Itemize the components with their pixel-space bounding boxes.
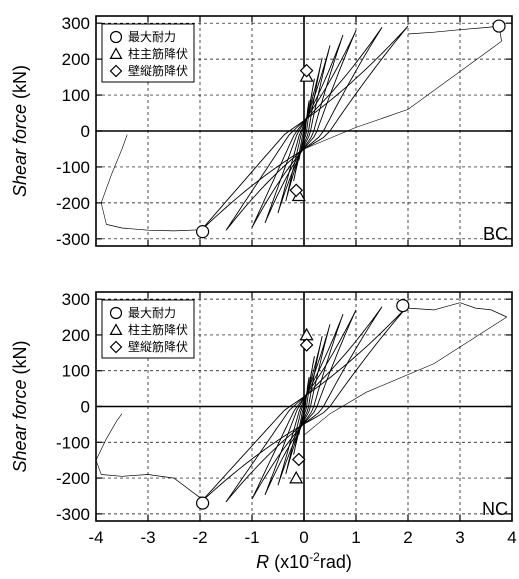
- max-strength-marker: [109, 306, 123, 320]
- column-rebar-yield-marker: [289, 470, 304, 484]
- wall-rebar-yield-marker: [291, 452, 306, 467]
- panel-label: NC: [482, 499, 508, 519]
- y-axis-label: Shear force (kN): [10, 340, 30, 472]
- y-tick-label: 300: [62, 290, 90, 309]
- legend-label-column-rebar-yield: 柱主筋降伏: [128, 46, 188, 61]
- legend-label-wall-rebar-yield: 壁縦筋降伏: [128, 339, 188, 354]
- wall-rebar-yield-marker: [299, 338, 314, 352]
- x-axis-label: R (x10-2rad): [256, 550, 352, 572]
- y-tick-label: 100: [62, 86, 90, 105]
- panel-label: BC: [483, 224, 508, 244]
- chart-panel-nc: 300 200 100 0 -100 -200 -300 -4 -3 -2 -1…: [10, 290, 517, 572]
- unloading-tail-positive: [303, 316, 507, 436]
- event-markers: [196, 298, 410, 510]
- x-tick-label: 1: [351, 528, 360, 547]
- wall-rebar-yield-marker: [109, 340, 123, 354]
- x-tick-labels: -4 -3 -2 -1 0 1 2 3 4: [88, 528, 516, 547]
- column-rebar-yield-marker: [109, 47, 123, 60]
- final-excursion-negative: [106, 224, 201, 232]
- x-tick-label: 2: [403, 528, 412, 547]
- legend: 最大耐力 柱主筋降伏 壁縦筋降伏: [101, 299, 195, 359]
- final-excursion-negative: [101, 474, 201, 498]
- axis-ticks: [95, 16, 513, 246]
- x-tick-label: 0: [299, 528, 308, 547]
- y-tick-label: -300: [56, 230, 90, 249]
- y-axis-label: Shear force (kN): [10, 65, 30, 197]
- y-tick-label: 100: [62, 362, 90, 381]
- unloading-tail-negative: [100, 134, 128, 225]
- y-tick-label: 200: [62, 326, 90, 345]
- wall-rebar-yield-marker: [299, 63, 314, 78]
- x-tick-label: 3: [455, 528, 464, 547]
- y-tick-label: -100: [56, 433, 90, 452]
- legend-label-column-rebar-yield: 柱主筋降伏: [128, 322, 188, 337]
- y-tick-label: 0: [81, 122, 90, 141]
- legend: 最大耐力 柱主筋降伏 壁縦筋降伏: [101, 23, 195, 83]
- wall-rebar-yield-marker: [289, 183, 304, 198]
- legend-label-max-strength: 最大耐力: [128, 306, 176, 320]
- y-tick-label: -200: [56, 469, 90, 488]
- y-tick-label: -100: [56, 158, 90, 177]
- final-excursion-positive: [407, 25, 502, 42]
- unloading-tail-negative: [95, 413, 123, 475]
- x-tick-label: -1: [244, 528, 259, 547]
- max-strength-marker: [396, 298, 410, 313]
- max-strength-marker: [196, 496, 210, 510]
- y-tick-label: -300: [56, 505, 90, 524]
- event-markers: [196, 19, 506, 239]
- x-tick-label: -4: [88, 528, 103, 547]
- y-tick-label: 200: [62, 50, 90, 69]
- y-tick-labels: 300 200 100 0 -100 -200 -300: [56, 14, 90, 249]
- zero-axis-lines: [96, 292, 512, 521]
- x-tick-label: -2: [192, 528, 207, 547]
- y-tick-labels: 300 200 100 0 -100 -200 -300: [56, 290, 90, 524]
- max-strength-marker: [109, 30, 123, 44]
- unloading-tail-positive: [303, 40, 502, 150]
- y-tick-label: -200: [56, 194, 90, 213]
- x-tick-label: 4: [507, 528, 516, 547]
- y-tick-label: 300: [62, 14, 90, 33]
- max-strength-marker: [196, 225, 210, 239]
- final-excursion-positive: [407, 302, 507, 318]
- x-tick-label: -3: [140, 528, 155, 547]
- legend-label-wall-rebar-yield: 壁縦筋降伏: [128, 63, 188, 78]
- max-strength-marker: [492, 19, 506, 33]
- zero-axis-lines: [96, 16, 512, 246]
- chart-panel-bc: 300 200 100 0 -100 -200 -300 Shear force…: [10, 14, 513, 249]
- axis-ticks: [95, 292, 513, 521]
- y-tick-label: 0: [81, 398, 90, 417]
- wall-rebar-yield-marker: [109, 64, 123, 78]
- column-rebar-yield-marker: [109, 323, 123, 335]
- legend-label-max-strength: 最大耐力: [128, 30, 176, 44]
